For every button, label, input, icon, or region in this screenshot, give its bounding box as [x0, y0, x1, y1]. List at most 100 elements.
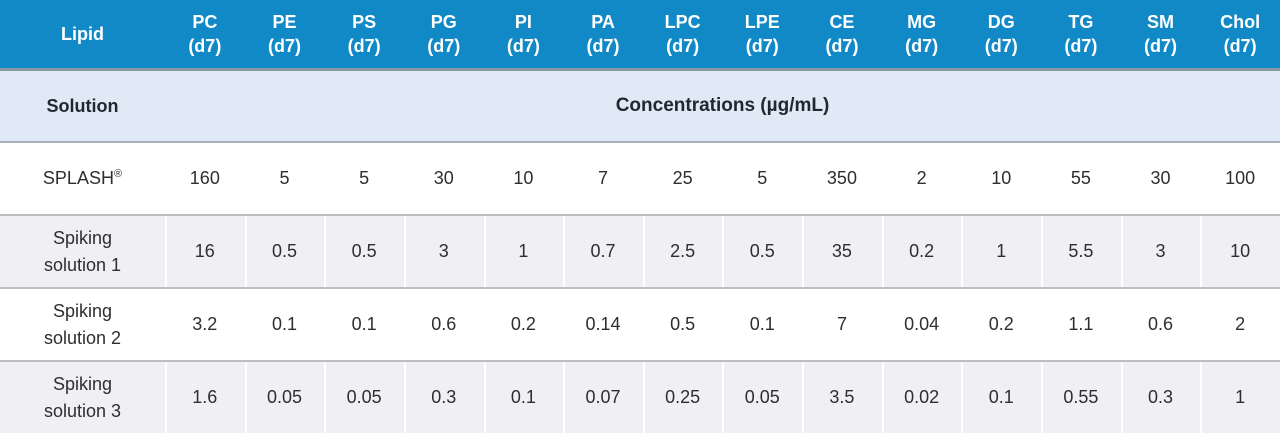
- value-cell: 16: [165, 215, 245, 289]
- value-cell: 0.25: [642, 361, 723, 433]
- column-header-dg: DG (d7): [961, 0, 1042, 71]
- column-header-pi: PI (d7): [483, 0, 564, 71]
- isotope-label: (d7): [984, 36, 1018, 56]
- column-header-lpe: LPE (d7): [722, 0, 803, 71]
- value-cell: 350: [802, 142, 882, 216]
- value-cell: 2: [881, 142, 962, 216]
- lipid-abbrev: CE: [829, 11, 855, 32]
- value-cell: 3: [1120, 215, 1201, 289]
- value-cell: 0.2: [961, 288, 1042, 362]
- value-cell: 0.2: [881, 215, 962, 289]
- isotope-label: (d7): [1064, 36, 1098, 56]
- value-cell: 0.7: [563, 215, 643, 289]
- value-cell: 35: [802, 215, 882, 289]
- column-header-pa: PA (d7): [563, 0, 643, 71]
- row-label-text: SPLASH: [42, 168, 114, 189]
- solution-subheader-row: Solution Concentrations (µg/mL): [0, 69, 1280, 143]
- column-header-pe: PE (d7): [244, 0, 325, 71]
- lipid-abbrev: TG: [1068, 11, 1094, 32]
- value-cell: 5: [244, 142, 325, 216]
- value-cell: 7: [563, 142, 643, 216]
- column-header-lpc: LPC (d7): [642, 0, 723, 71]
- row-label-text: Spiking solution 3: [43, 374, 122, 421]
- value-cell: 2.5: [642, 215, 723, 289]
- value-cell: 100: [1200, 142, 1280, 216]
- value-cell: 0.02: [881, 361, 962, 433]
- isotope-label: (d7): [267, 36, 301, 56]
- lipid-abbrev: PE: [272, 11, 297, 32]
- value-cell: 0.1: [961, 361, 1042, 433]
- value-cell: 0.55: [1041, 361, 1121, 433]
- value-cell: 1.1: [1041, 288, 1121, 362]
- lipid-abbrev: Chol: [1220, 11, 1261, 32]
- value-cell: 10: [483, 142, 564, 216]
- isotope-label: (d7): [427, 36, 461, 56]
- isotope-label: (d7): [666, 36, 700, 56]
- solution-label: Solution: [0, 69, 165, 143]
- value-cell: 3.2: [165, 288, 245, 362]
- concentrations-units-label: Concentrations (µg/mL): [165, 69, 1280, 143]
- column-header-ce: CE (d7): [802, 0, 882, 71]
- isotope-label: (d7): [1144, 36, 1177, 56]
- value-cell: 55: [1041, 142, 1121, 216]
- value-cell: 0.1: [722, 288, 803, 362]
- isotope-label: (d7): [905, 36, 939, 56]
- isotope-label: (d7): [586, 36, 620, 56]
- value-cell: 0.1: [324, 288, 404, 362]
- value-cell: 2: [1200, 288, 1280, 362]
- row-label-text: Spiking solution 1: [43, 228, 122, 275]
- lipid-abbrev: DG: [987, 11, 1015, 32]
- row-spiking-solution-3: Spiking solution 3 1.6 0.05 0.05 0.3 0.1…: [0, 361, 1280, 433]
- row-splash: SPLASH® 160 5 5 30 10 7 25 5 350 2 10 55…: [0, 142, 1280, 216]
- value-cell: 7: [802, 288, 882, 362]
- lipid-abbrev: PS: [352, 11, 377, 32]
- isotope-label: (d7): [1223, 36, 1257, 56]
- row-label-spiking-3: Spiking solution 3: [0, 361, 165, 433]
- value-cell: 0.5: [324, 215, 404, 289]
- lipid-abbrev: MG: [907, 11, 937, 32]
- value-cell: 0.6: [1120, 288, 1201, 362]
- row-label-text: Spiking solution 2: [43, 301, 122, 348]
- value-cell: 1.6: [165, 361, 245, 433]
- value-cell: 1: [1200, 361, 1280, 433]
- value-cell: 3: [403, 215, 484, 289]
- isotope-label: (d7): [506, 36, 540, 56]
- lipid-abbrev: PC: [192, 11, 218, 32]
- value-cell: 160: [165, 142, 245, 216]
- value-cell: 0.1: [244, 288, 325, 362]
- row-label-splash: SPLASH®: [0, 142, 165, 216]
- value-cell: 0.5: [722, 215, 803, 289]
- column-header-pc: PC (d7): [165, 0, 245, 71]
- lipid-abbrev: PA: [591, 11, 615, 32]
- value-cell: 30: [403, 142, 484, 216]
- lipid-abbrev: PG: [430, 11, 457, 32]
- value-cell: 0.07: [563, 361, 643, 433]
- value-cell: 0.5: [642, 288, 723, 362]
- column-header-tg: TG (d7): [1041, 0, 1121, 71]
- value-cell: 30: [1120, 142, 1201, 216]
- value-cell: 5.5: [1041, 215, 1121, 289]
- value-cell: 0.3: [403, 361, 484, 433]
- value-cell: 5: [324, 142, 404, 216]
- lipid-abbrev: LPE: [744, 11, 780, 32]
- lipid-abbrev: SM: [1147, 11, 1174, 32]
- value-cell: 3.5: [802, 361, 882, 433]
- value-cell: 10: [961, 142, 1042, 216]
- value-cell: 0.2: [483, 288, 564, 362]
- lipid-header-cell: Lipid: [0, 0, 165, 71]
- value-cell: 0.05: [722, 361, 803, 433]
- lipid-abbrev: PI: [514, 11, 532, 32]
- column-header-mg: MG (d7): [881, 0, 962, 71]
- registered-trademark-symbol: ®: [113, 168, 123, 181]
- value-cell: 0.05: [324, 361, 404, 433]
- isotope-label: (d7): [825, 36, 859, 56]
- row-spiking-solution-2: Spiking solution 2 3.2 0.1 0.1 0.6 0.2 0…: [0, 288, 1280, 362]
- isotope-label: (d7): [347, 36, 381, 56]
- column-header-chol: Chol (d7): [1200, 0, 1280, 71]
- value-cell: 0.05: [244, 361, 325, 433]
- row-label-spiking-2: Spiking solution 2: [0, 288, 165, 362]
- value-cell: 25: [642, 142, 723, 216]
- value-cell: 1: [961, 215, 1042, 289]
